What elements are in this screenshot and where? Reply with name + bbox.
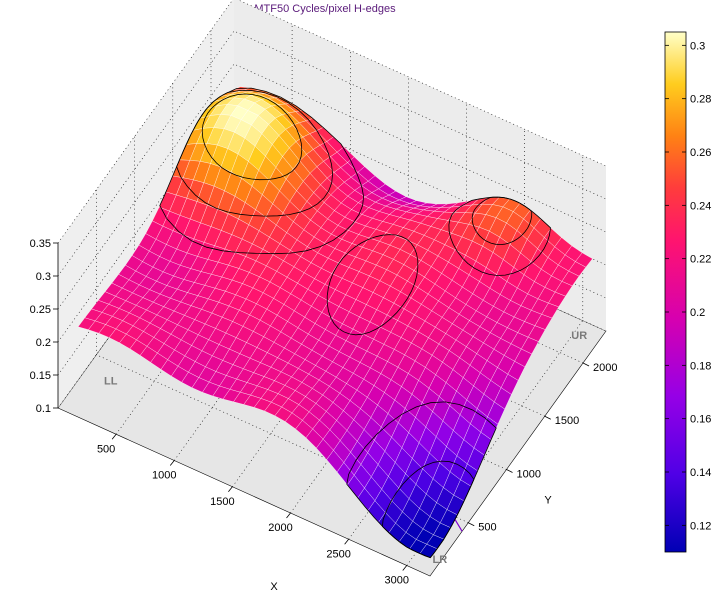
tick-labels: 500 1000 1500 2000 2500 3000 500 1000 1500 2000 0.… (30, 238, 618, 593)
z-tick-label: 0.15 (30, 370, 51, 382)
contour-line (159, 87, 365, 255)
chart-title: MTF50 Cycles/pixel H-edges (254, 3, 396, 15)
contour-line (346, 401, 497, 559)
colorbar-tick-label: 0.28 (690, 94, 711, 106)
z-tick-label: 0.2 (36, 337, 51, 349)
colorbar-scale (664, 31, 687, 553)
grid-line-z (57, 30, 607, 277)
x-tick-label: 2500 (326, 548, 350, 560)
x-tick-label: 1000 (152, 470, 176, 482)
x-tick-label: 3000 (385, 575, 409, 587)
z-tick-label: 0.35 (30, 238, 51, 250)
x-axis-label: X (270, 581, 278, 593)
z-tick-label: 0.3 (36, 271, 51, 283)
colorbar-tick-label: 0.12 (690, 520, 711, 532)
contour-line (201, 93, 303, 181)
y-tick-label: 1500 (555, 415, 579, 427)
z-tick-label: 0.25 (30, 304, 51, 316)
y-tick-mark (468, 522, 475, 527)
colorbar-tick-label: 0.2 (690, 307, 705, 319)
y-tick-label: 1000 (517, 468, 541, 480)
colorbar-tick-label: 0.3 (690, 40, 705, 52)
colorbar-tick-label: 0.22 (690, 254, 711, 266)
x-tick-label: 1500 (210, 496, 234, 508)
x-tick-mark (111, 434, 117, 440)
colorbar: 0.12 0.14 0.16 0.18 0.2 0.22 0.24 0.26 0.28 0.3 (664, 31, 711, 553)
contour-line (448, 196, 551, 276)
y-tick-mark (544, 415, 551, 420)
corner-label-lr: LR (433, 554, 448, 566)
colorbar-tick-label: 0.16 (690, 414, 711, 426)
x-tick-mark (169, 460, 175, 466)
x-tick-mark (286, 512, 291, 519)
x-tick-label: 2000 (268, 522, 292, 534)
grid-line-z (57, 63, 607, 310)
grid-line-z (57, 96, 607, 343)
colorbar-tick-label: 0.26 (690, 147, 711, 159)
corner-label-ll: LL (104, 376, 118, 388)
z-tick-label: 0.1 (36, 403, 51, 415)
surface-mesh (77, 86, 593, 558)
surface-contours (159, 87, 551, 559)
y-tick-label: 2000 (593, 362, 617, 374)
x-tick-mark (344, 539, 349, 545)
axes-3d: 500 1000 1500 2000 2500 3000 500 1000 1500 2000 0.… (30, 0, 618, 593)
y-tick-mark (582, 362, 590, 367)
colorbar-tick-label: 0.14 (690, 467, 711, 479)
colorbar-tick-label: 0.18 (690, 360, 711, 372)
x-tick-label: 500 (97, 443, 115, 455)
x-tick-mark (228, 486, 233, 492)
y-tick-label: 500 (478, 522, 496, 534)
x-tick-mark (402, 565, 408, 571)
corner-label-ur: UR (571, 330, 587, 342)
y-tick-mark (506, 469, 513, 473)
colorbar-tick-label: 0.24 (690, 200, 711, 212)
grid-line-z (57, 0, 607, 244)
contour-line (326, 234, 419, 336)
y-axis-label: Y (544, 495, 552, 507)
